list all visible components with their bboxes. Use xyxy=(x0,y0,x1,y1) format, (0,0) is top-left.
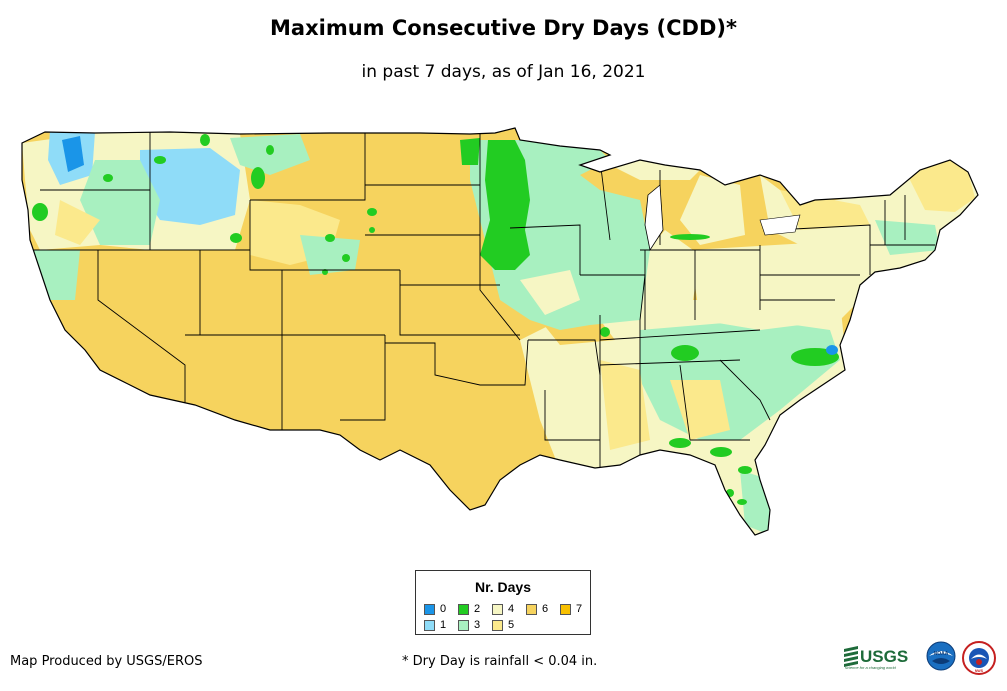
legend-item-7: 7 xyxy=(560,603,582,615)
legend-swatch xyxy=(458,603,469,615)
legend-item-1: 1 xyxy=(424,619,446,631)
legend-swatch xyxy=(492,603,503,615)
legend-item-5: 5 xyxy=(492,619,514,631)
legend-swatch xyxy=(560,603,571,615)
legend-item-6: 6 xyxy=(526,603,548,615)
svg-text:science for a changing world: science for a changing world xyxy=(845,665,896,670)
map-title: Maximum Consecutive Dry Days (CDD)* xyxy=(270,16,737,40)
noaa-logo: NOAA xyxy=(926,641,956,671)
nws-logo: NWS xyxy=(962,641,996,675)
map-subtitle: in past 7 days, as of Jan 16, 2021 xyxy=(361,62,646,82)
legend-swatch xyxy=(492,619,503,631)
legend-title: Nr. Days xyxy=(474,579,532,595)
legend-swatch xyxy=(526,603,537,615)
legend-label: 6 xyxy=(542,603,549,615)
legend-swatch xyxy=(424,603,435,615)
usgs-logo: USGS science for a changing world xyxy=(844,646,908,670)
legend-swatch xyxy=(424,619,435,631)
svg-text:NWS: NWS xyxy=(975,669,984,673)
legend-label: 1 xyxy=(440,619,447,631)
svg-text:USGS: USGS xyxy=(860,647,908,666)
legend-item-0: 0 xyxy=(424,603,446,615)
map-credit: Map Produced by USGS/EROS xyxy=(10,654,203,669)
legend-item-4: 4 xyxy=(492,603,514,615)
legend-label: 2 xyxy=(474,603,481,615)
legend-label: 7 xyxy=(576,603,583,615)
dry-day-footnote: * Dry Day is rainfall < 0.04 in. xyxy=(402,654,598,669)
svg-text:NOAA: NOAA xyxy=(934,651,949,657)
legend-label: 3 xyxy=(474,619,481,631)
legend-item-3: 3 xyxy=(458,619,480,631)
legend-swatch xyxy=(458,619,469,631)
legend: Nr. Days 0 1 2 3 4 5 6 7 xyxy=(415,570,591,635)
legend-label: 4 xyxy=(508,603,515,615)
legend-item-2: 2 xyxy=(458,603,480,615)
legend-label: 0 xyxy=(440,603,447,615)
legend-label: 5 xyxy=(508,619,515,631)
